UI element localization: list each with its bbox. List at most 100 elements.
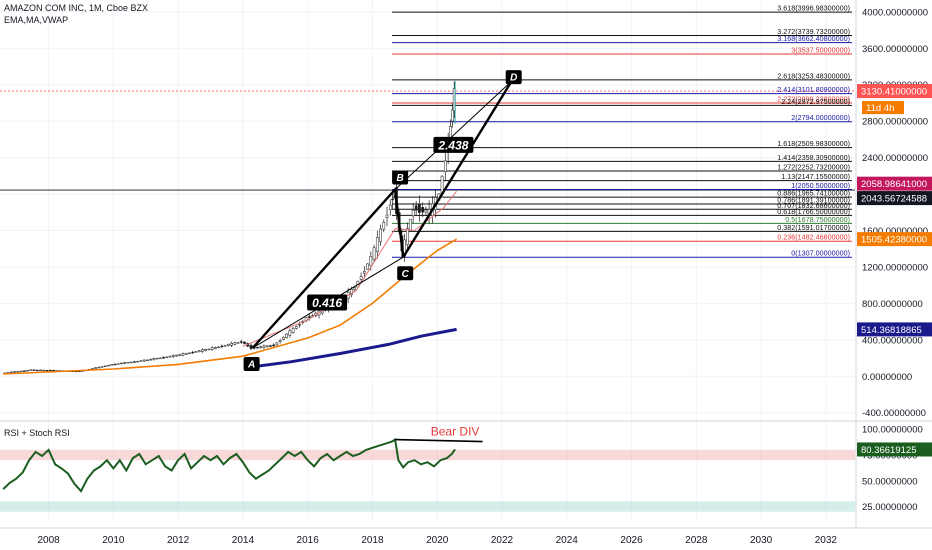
ema-line — [3, 238, 458, 375]
pattern-point-label: D — [510, 73, 517, 84]
candle-body — [243, 341, 246, 344]
fib-level-label: 1.13(2147.15500000) — [781, 172, 850, 181]
candle-body — [256, 347, 259, 349]
candle-body — [116, 363, 120, 365]
candle-body — [391, 198, 395, 201]
candle-body — [129, 361, 133, 364]
price-tick-label: -400.00000000 — [862, 408, 926, 419]
abcd-pattern[interactable]: A B C D 0.416 2.438 — [243, 70, 522, 372]
candle-body — [350, 289, 353, 295]
candle-body — [294, 326, 298, 329]
candle-body — [233, 342, 237, 345]
candle-body — [16, 371, 20, 373]
fib-level-label: 3.618(3996.98300000) — [777, 4, 850, 13]
candle-body — [388, 204, 392, 210]
rsi-tick-label: 25.00000000 — [862, 502, 917, 513]
symbol-title[interactable]: AMAZON COM INC, 1M, Cboe BZX — [4, 3, 149, 13]
fib-level-label: 3.272(3739.73200000) — [777, 27, 850, 36]
rsi-panel[interactable]: Bear DIV100.0000000075.0000000050.000000… — [0, 425, 932, 514]
indicator-list[interactable]: EMA,MA,VWAP — [4, 15, 69, 25]
candle-body — [369, 256, 373, 267]
pattern-point-badge — [392, 170, 409, 185]
candle-body — [298, 324, 301, 326]
candle-body — [382, 222, 386, 230]
candle-body — [35, 369, 39, 372]
candle-body — [181, 353, 185, 356]
candle-body — [230, 343, 233, 346]
candle-body — [9, 371, 13, 373]
year-tick-label: 2020 — [426, 535, 449, 546]
candle-body — [107, 364, 110, 367]
rsi-title[interactable]: RSI + Stoch RSI — [4, 428, 70, 438]
ma-line — [242, 190, 457, 347]
time-axis[interactable]: 2008 2010 2012 2014 2016 2018 2020 2022 2024 2026… — [37, 535, 837, 546]
price-tick-label: 2400.00000000 — [862, 153, 928, 164]
price-tag-value: 514.36818865 — [861, 325, 922, 336]
year-tick-label: 2014 — [232, 535, 255, 546]
candle-body — [366, 263, 369, 270]
candle-body — [217, 346, 220, 349]
abcd-leg-cd — [402, 80, 513, 258]
price-tick-label: 3600.00000000 — [862, 44, 928, 55]
candle-body — [175, 354, 178, 357]
price-tick-label: 1200.00000000 — [862, 262, 928, 273]
candle-body — [45, 369, 49, 372]
fib-level-label: 1.272(2252.73200000) — [777, 163, 850, 172]
candle-body — [408, 218, 412, 231]
countdown-label: 11d 4h — [866, 103, 894, 114]
rsi-band — [0, 501, 855, 512]
year-tick-label: 2030 — [750, 535, 773, 546]
fib-level-label: 2.618(3253.48300000) — [777, 71, 850, 80]
rsi-tick-label: 100.00000000 — [862, 425, 923, 436]
candle-body — [204, 349, 208, 351]
price-tick-label: 2800.00000000 — [862, 117, 928, 128]
fib-level-label: 0.707(1832.68600000) — [777, 201, 850, 210]
year-tick-label: 2024 — [556, 535, 579, 546]
abcd-leg-ab — [251, 188, 397, 349]
candle-body — [201, 349, 204, 352]
candle-body — [443, 160, 447, 172]
candle-body — [282, 337, 285, 340]
candle-body — [304, 317, 308, 322]
price-tag-badge — [857, 232, 932, 247]
rsi-value-label: 80.36619125 — [861, 445, 916, 456]
fib-level-label: 0.236(1482.46600000) — [777, 233, 850, 242]
candle-body — [158, 357, 162, 360]
price-axis[interactable]: 4000.000000003600.000000003200.000000002… — [857, 7, 932, 419]
rsi-tick-label: 50.00000000 — [862, 476, 917, 487]
candle-body — [265, 345, 269, 348]
candle-body — [259, 346, 263, 348]
candle-body — [32, 369, 36, 371]
fibonacci-extension[interactable]: 3.618(3996.98300000) 3.272(3739.73200000)… — [392, 4, 852, 258]
year-tick-label: 2018 — [361, 535, 384, 546]
fib-level-label: 0(1307.00000000) — [791, 249, 850, 258]
candle-body — [449, 125, 452, 138]
candle-body — [197, 350, 201, 353]
candle-body — [236, 342, 240, 344]
fib-level-label: 0.786(1891.39100000) — [777, 195, 850, 204]
candle-body — [39, 369, 42, 372]
candle-body — [385, 214, 389, 218]
fib-level-label: 0.618(1766.50000000) — [777, 207, 850, 216]
candle-body — [207, 348, 211, 351]
candle-body — [126, 362, 130, 364]
candle-body — [194, 351, 198, 353]
candle-body — [123, 362, 127, 364]
candle-body — [120, 362, 123, 365]
candle-body — [239, 341, 243, 343]
pattern-point-label: B — [396, 173, 403, 184]
price-tag-value: 3130.41000000 — [861, 87, 927, 98]
grid — [0, 0, 932, 529]
ratio-label: 0.416 — [312, 296, 342, 310]
fib-level-label: 0.382(1591.01700000) — [777, 223, 850, 232]
candle-body — [210, 347, 214, 350]
price-tick-label: 4000.00000000 — [862, 7, 928, 18]
pattern-point-badge — [243, 357, 260, 372]
candle-body — [165, 356, 169, 359]
candle-body — [146, 359, 149, 361]
year-tick-label: 2012 — [167, 535, 190, 546]
bear-div-label: Bear DIV — [431, 425, 480, 439]
price-tag-value: 1505.42380000 — [861, 235, 927, 246]
candle-body — [269, 345, 272, 347]
